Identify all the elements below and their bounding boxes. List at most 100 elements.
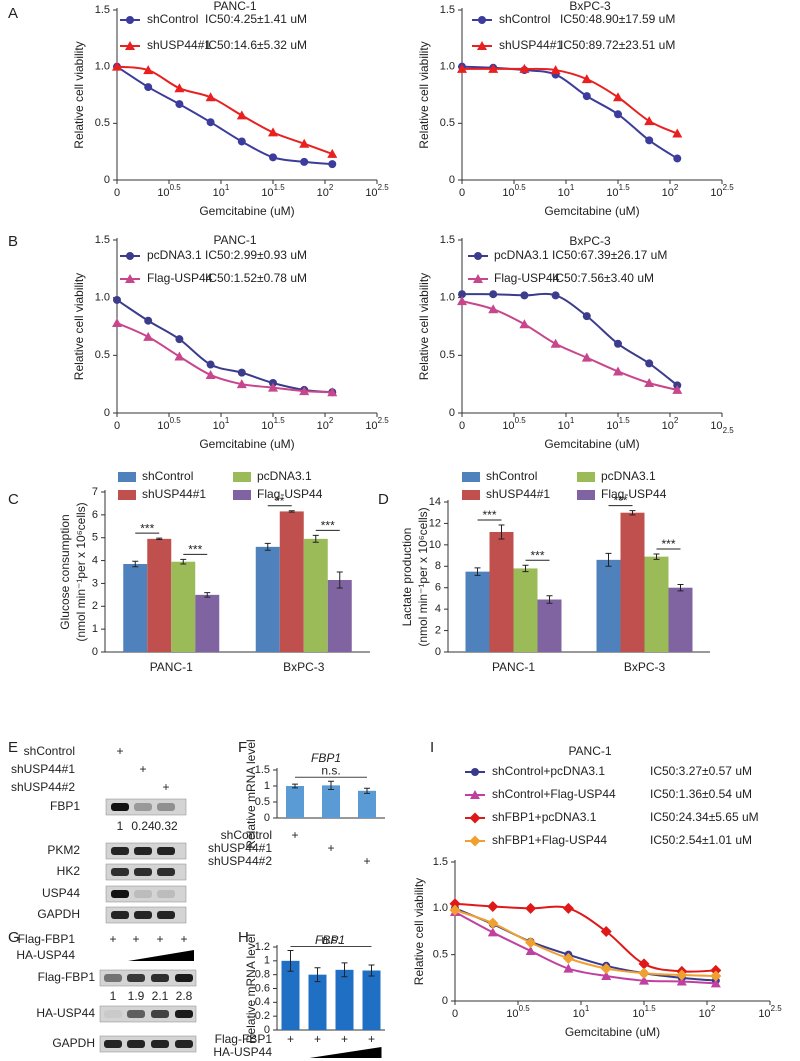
tick-label: 100.5 xyxy=(502,183,526,199)
fit-curve xyxy=(454,902,716,973)
error-bar xyxy=(292,783,298,789)
blot-condition-mark: + xyxy=(109,932,116,946)
error-bar xyxy=(288,510,295,513)
data-point xyxy=(143,65,154,75)
tick-label: 0.5 xyxy=(95,349,110,361)
blot-condition-label: shControl xyxy=(24,744,75,758)
tick-label: 0 xyxy=(459,187,465,199)
data-point xyxy=(673,154,682,163)
data-point xyxy=(672,128,683,138)
data-point xyxy=(268,127,278,137)
y-axis-label: Relative mRNA level xyxy=(244,934,258,1043)
legend-label: shFBP1+pcDNA3.1 xyxy=(492,810,597,824)
data-point xyxy=(206,118,215,127)
bar xyxy=(335,969,354,1030)
tick-sup: 2 xyxy=(711,1004,716,1013)
tick-label: 0 xyxy=(92,646,98,658)
legend-marker xyxy=(473,274,483,283)
tick-label: 1.0 xyxy=(440,61,455,73)
data-point xyxy=(487,927,498,937)
tick-base: 10 xyxy=(365,187,377,199)
tick-label: 100.5 xyxy=(157,183,181,199)
fit-curve xyxy=(116,322,333,394)
x-tick-label: BxPC-3 xyxy=(283,660,325,674)
legend-label: shControl xyxy=(142,469,193,483)
blot-quantification: 1.9 xyxy=(128,989,145,1003)
fit-curve xyxy=(116,65,333,166)
tick-label: 0 xyxy=(435,646,441,658)
error-bar xyxy=(629,510,636,516)
tick-label: 101.5 xyxy=(261,183,285,199)
data-point xyxy=(449,904,461,916)
blot-band xyxy=(104,1010,122,1018)
blot-band xyxy=(111,911,129,919)
tick-label: 0 xyxy=(264,812,270,824)
tick-label: 3 xyxy=(92,577,98,589)
data-point xyxy=(644,378,655,388)
blot-band xyxy=(127,1010,145,1018)
tick-sup: 0.5 xyxy=(519,1004,531,1013)
data-point xyxy=(488,304,499,314)
y-axis-label: Relative cell viability xyxy=(72,273,86,380)
tick-base: 10 xyxy=(157,187,169,199)
condition-label: shUSP44#1 xyxy=(208,841,272,855)
condition-label: Flag-FBP1 xyxy=(215,1032,273,1046)
data-point xyxy=(550,65,561,75)
tick-label: 0 xyxy=(459,420,465,432)
error-bar xyxy=(328,780,334,791)
significance-label: *** xyxy=(530,548,544,562)
tick-label: 0 xyxy=(452,1008,458,1020)
legend-ic50: IC50:7.56±3.40 uM xyxy=(552,271,654,285)
data-point xyxy=(638,967,650,979)
data-point xyxy=(710,978,721,988)
blot-band xyxy=(157,868,175,876)
tick-label: 7 xyxy=(92,486,98,498)
bar xyxy=(171,561,196,652)
data-point xyxy=(638,958,650,970)
data-point xyxy=(710,970,722,982)
bar xyxy=(322,785,340,818)
legend-swatch xyxy=(462,472,480,482)
significance-label: ** xyxy=(275,494,285,508)
blot-band xyxy=(157,890,175,898)
tick-base: 10 xyxy=(317,187,329,199)
tick-label: 101 xyxy=(558,416,575,432)
fit-curve xyxy=(116,299,333,394)
blot-quantification: 1 xyxy=(110,989,117,1003)
legend-ic50: IC50:67.39±26.17 uM xyxy=(552,248,667,262)
x-axis-label: Gemcitabine (uM) xyxy=(544,204,639,218)
data-point xyxy=(206,360,215,369)
bar xyxy=(362,970,381,1030)
tick-base: 10 xyxy=(365,420,377,432)
error-bar xyxy=(314,967,321,983)
data-point xyxy=(237,137,246,146)
tick-label: 102.5 xyxy=(365,183,389,199)
legend-ic50: IC50:4.25±1.41 uM xyxy=(205,12,307,26)
fit-curve xyxy=(461,300,678,391)
condition-label: shControl xyxy=(221,828,272,842)
blot-condition-mark: + xyxy=(139,762,146,776)
ramp xyxy=(128,950,194,961)
tick-label: 0 xyxy=(449,174,455,186)
data-point xyxy=(487,917,499,929)
tick-label: 4 xyxy=(92,554,98,566)
tick-sup: 2.5 xyxy=(378,183,390,192)
data-point xyxy=(639,975,649,985)
tick-label: 0.5 xyxy=(433,949,448,961)
tick-label: 0 xyxy=(442,995,448,1007)
tick-label: 1.0 xyxy=(95,61,110,73)
chart-title: FBP1 xyxy=(315,933,345,947)
bar xyxy=(147,538,172,652)
legend-swatch xyxy=(233,490,251,500)
significance-label: *** xyxy=(482,508,496,522)
data-point xyxy=(614,339,622,348)
data-point xyxy=(143,331,154,341)
tick-sub: 2.5 xyxy=(723,426,735,435)
bar xyxy=(279,511,304,652)
tick-label: 5 xyxy=(92,532,98,544)
legend-marker xyxy=(125,274,135,283)
tick-label: 1.2 xyxy=(255,941,270,953)
condition-mark: + xyxy=(314,1032,321,1046)
data-point xyxy=(144,83,153,92)
